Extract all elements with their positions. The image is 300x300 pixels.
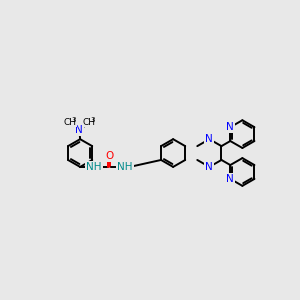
Text: NH: NH bbox=[86, 162, 102, 172]
Text: N: N bbox=[206, 162, 213, 172]
Text: N: N bbox=[226, 122, 234, 132]
Text: O: O bbox=[106, 151, 114, 161]
Text: NH: NH bbox=[117, 162, 133, 172]
Text: 3: 3 bbox=[90, 117, 95, 123]
Text: N: N bbox=[76, 125, 83, 135]
Text: 3: 3 bbox=[72, 117, 76, 123]
Text: N: N bbox=[226, 174, 234, 184]
Text: CH: CH bbox=[82, 118, 95, 127]
Text: CH: CH bbox=[64, 118, 76, 127]
Text: N: N bbox=[206, 134, 213, 144]
